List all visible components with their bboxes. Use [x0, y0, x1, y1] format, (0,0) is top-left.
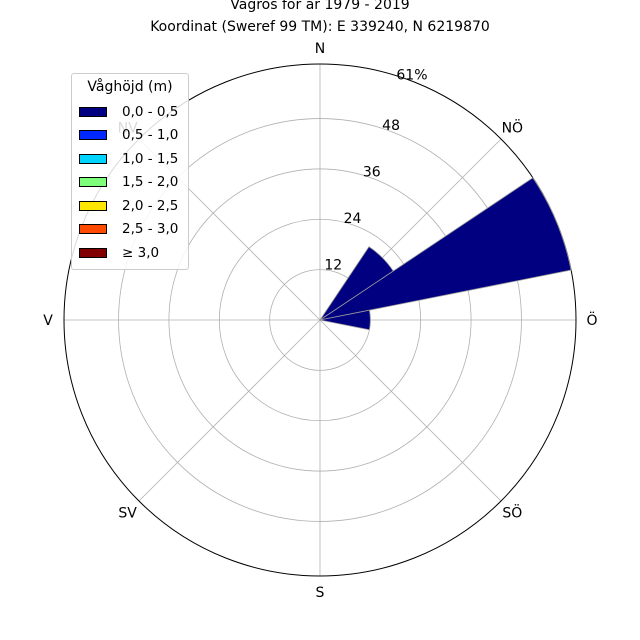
radial-tick-label: 24	[344, 211, 362, 227]
legend: Våghöjd (m) 0,0 - 0,5 0,5 - 1,0 1,0 - 1,…	[71, 73, 189, 270]
radial-tick-label: 12	[324, 257, 342, 273]
legend-label: ≥ 3,0	[122, 245, 160, 261]
direction-label: SÖ	[502, 503, 522, 521]
direction-label: S	[316, 585, 325, 601]
legend-swatch	[79, 248, 107, 258]
legend-entry: 2,5 - 3,0	[79, 220, 187, 238]
chart-subtitle: Koordinat (Sweref 99 TM): E 339240, N 62…	[150, 19, 490, 35]
legend-swatch	[79, 154, 107, 164]
legend-entry: 2,0 - 2,5	[79, 197, 187, 215]
legend-entry: 0,5 - 1,0	[79, 126, 187, 144]
radial-tick-label: 48	[382, 118, 400, 134]
polar-outer-ring	[63, 63, 577, 577]
legend-swatch	[79, 130, 107, 140]
legend-entry: 1,0 - 1,5	[79, 150, 187, 168]
radial-tick-label: 61%	[396, 67, 427, 83]
legend-entry: 1,5 - 2,0	[79, 173, 187, 191]
grid-spoke	[319, 319, 502, 502]
legend-swatch	[79, 201, 107, 211]
direction-label: SV	[118, 505, 137, 521]
radial-tick-label: 36	[363, 164, 381, 180]
legend-label: 2,5 - 3,0	[122, 221, 179, 237]
legend-entry: ≥ 3,0	[79, 244, 187, 262]
legend-swatch	[79, 177, 107, 187]
legend-label: 1,5 - 2,0	[122, 174, 179, 190]
direction-label: NÖ	[502, 119, 524, 137]
legend-title: Våghöjd (m)	[87, 79, 173, 95]
legend-label: 0,5 - 1,0	[122, 127, 179, 143]
legend-swatch	[79, 107, 107, 117]
rose-sectors	[319, 177, 572, 331]
rose-sector	[319, 309, 371, 331]
polar-grid	[63, 63, 577, 577]
legend-swatch	[79, 224, 107, 234]
legend-label: 0,0 - 0,5	[122, 104, 179, 120]
legend-label: 1,0 - 1,5	[122, 151, 179, 167]
direction-label: V	[43, 313, 53, 329]
legend-entry: 0,0 - 0,5	[79, 103, 187, 121]
direction-label: Ö	[586, 311, 597, 329]
rose-sector	[319, 177, 572, 321]
legend-label: 2,0 - 2,5	[122, 198, 179, 214]
direction-label: N	[315, 41, 325, 57]
grid-spoke	[138, 319, 321, 502]
chart-title: Vågros för år 1979 - 2019	[230, 0, 410, 13]
